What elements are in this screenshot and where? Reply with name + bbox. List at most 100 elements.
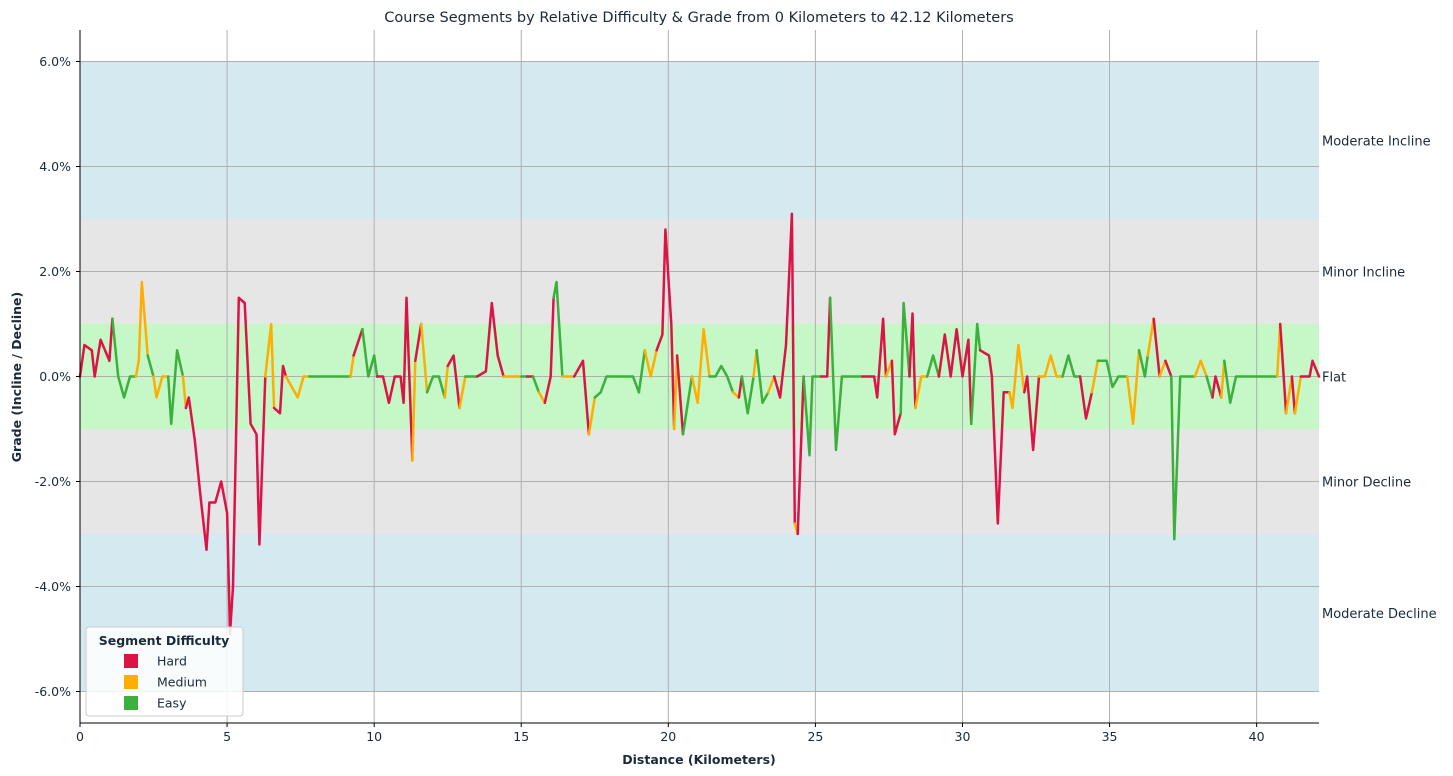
segment-medium <box>1008 343 1026 410</box>
segment-hard <box>1211 375 1223 399</box>
segment-hard <box>352 327 364 357</box>
legend-swatch-medium <box>124 675 138 689</box>
segment-medium <box>443 364 449 399</box>
segment-easy <box>1205 375 1214 399</box>
segment-easy <box>166 349 185 426</box>
segment-easy <box>970 322 982 426</box>
segment-medium <box>411 359 417 462</box>
segment-medium <box>458 375 467 410</box>
segment-easy <box>755 349 770 405</box>
segment-hard <box>1290 375 1297 415</box>
y-tick-label: -6.0% <box>35 684 71 699</box>
segment-medium <box>349 354 355 378</box>
segment-hard <box>1152 317 1161 378</box>
segment-hard <box>572 359 591 436</box>
segment-easy <box>708 364 735 394</box>
grid <box>79 30 1319 723</box>
segment-hard <box>1023 375 1041 452</box>
segment-medium <box>643 349 658 378</box>
segment-easy <box>1170 375 1197 541</box>
y-tick-label: -4.0% <box>35 579 71 594</box>
segment-hard <box>890 359 902 436</box>
segment-easy <box>1223 359 1279 405</box>
x-tick-label: 20 <box>660 729 676 744</box>
segment-hard <box>796 375 805 536</box>
segment-medium <box>690 327 711 405</box>
segment-easy <box>1096 359 1129 389</box>
segment-easy <box>637 349 647 394</box>
segment-hard <box>1078 375 1094 420</box>
band-label: Moderate Decline <box>1322 607 1437 622</box>
legend: Segment Difficulty Hard Medium Easy <box>85 626 244 717</box>
segment-medium <box>537 391 547 405</box>
segment-easy <box>531 375 541 394</box>
segment-medium <box>587 396 597 436</box>
segment-easy <box>146 354 155 378</box>
segment-medium <box>1293 375 1303 415</box>
segment-easy <box>681 375 694 436</box>
segment-medium <box>264 322 276 410</box>
segment-easy <box>740 375 755 415</box>
segment-easy <box>925 354 941 378</box>
segment-easy <box>593 375 641 399</box>
x-tick-label: 15 <box>513 729 529 744</box>
segment-hard <box>937 327 973 426</box>
chart-title: Course Segments by Relative Difficulty &… <box>384 10 1013 26</box>
segment-hard <box>978 349 1011 525</box>
y-tick-label: -2.0% <box>35 474 71 489</box>
segment-hard <box>1278 322 1288 415</box>
x-tick-label: 5 <box>223 729 231 744</box>
segment-hard <box>772 212 797 525</box>
segment-hard <box>820 296 832 378</box>
x-tick-label: 30 <box>955 729 971 744</box>
segment-medium <box>1193 359 1208 378</box>
band-label: Minor Decline <box>1322 476 1411 491</box>
segment-hard <box>375 296 414 462</box>
segment-hard <box>272 364 288 415</box>
segment-easy <box>425 375 447 399</box>
band-moderate-incline <box>80 61 1319 219</box>
y-tick-label: 2.0% <box>39 264 71 279</box>
tick-labels: 0 5 10 15 20 25 30 35 40 -6.0% -4.0% -2.0% 0.0% 2.0% 4… <box>35 54 1265 744</box>
x-tick-label: 35 <box>1102 729 1118 744</box>
legend-label-medium: Medium <box>157 675 207 690</box>
segment-medium <box>181 375 188 410</box>
y-tick-label: 4.0% <box>39 159 71 174</box>
segment-easy <box>828 296 864 452</box>
band-label: Moderate Incline <box>1322 134 1431 149</box>
segment-medium <box>672 354 679 431</box>
grade-line <box>78 212 1321 636</box>
segment-medium <box>134 280 149 378</box>
segment-medium <box>1284 375 1294 415</box>
segment-hard <box>78 317 114 378</box>
segment-hard <box>1299 359 1321 378</box>
x-tick-label: 40 <box>1249 729 1265 744</box>
segment-medium <box>1090 359 1100 394</box>
segment-easy <box>361 327 379 378</box>
segment-medium <box>1158 359 1167 378</box>
legend-swatch-easy <box>124 696 138 710</box>
segment-medium <box>767 375 776 394</box>
segment-medium <box>152 375 170 399</box>
segment-hard <box>414 322 423 363</box>
segment-hard <box>446 354 461 410</box>
segment-easy <box>802 375 823 457</box>
legend-box <box>85 626 244 717</box>
x-tick-label: 10 <box>366 729 382 744</box>
segment-easy <box>1137 349 1150 378</box>
legend-title: Segment Difficulty <box>99 633 229 648</box>
legend-swatch-hard <box>124 654 138 668</box>
segment-hard <box>1164 359 1173 378</box>
segment-medium <box>284 375 311 399</box>
segment-easy <box>552 280 564 378</box>
segment-hard <box>861 317 888 399</box>
segment-easy <box>899 301 911 415</box>
y-tick-label: 0.0% <box>39 369 71 384</box>
x-tick-label: 0 <box>76 729 84 744</box>
segment-hard <box>655 228 676 431</box>
segment-hard <box>908 312 917 410</box>
x-axis-label: Distance (Kilometers) <box>622 752 775 767</box>
segment-easy <box>111 317 138 399</box>
segment-medium <box>1037 354 1064 378</box>
x-tick-label: 25 <box>807 729 823 744</box>
